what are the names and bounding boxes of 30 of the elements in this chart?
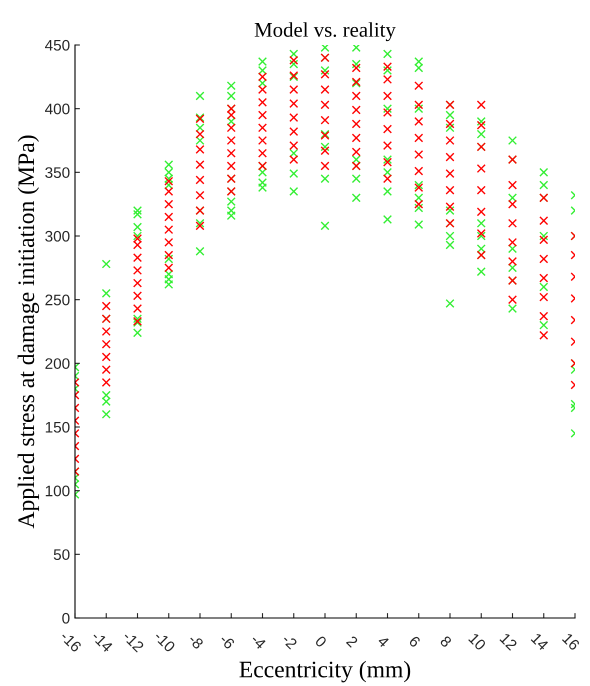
- x-tick-label: 8: [440, 635, 452, 648]
- x-tick-label: 0: [314, 635, 328, 648]
- x-tick-label: 12: [499, 632, 518, 651]
- y-tick-label: 200: [45, 358, 70, 370]
- x-tick-label: 4: [376, 635, 390, 648]
- y-tick-label: 300: [45, 230, 70, 242]
- y-tick-label: 350: [45, 167, 70, 178]
- x-tick-label: -10: [153, 630, 176, 653]
- x-tick-label: 14: [530, 632, 550, 651]
- y-tick-label: 450: [45, 40, 70, 51]
- y-tick-label: 0: [62, 612, 70, 624]
- x-tick-label: 10: [468, 632, 487, 651]
- y-tick-label: 100: [46, 486, 70, 496]
- x-axis-title: Eccentricity (mm): [239, 660, 410, 682]
- x-tick-label: -12: [122, 630, 144, 653]
- x-tick-label: 6: [408, 635, 421, 648]
- x-tick-label: -14: [91, 630, 114, 653]
- x-tick-label: -6: [218, 633, 236, 650]
- x-tick-label: 16: [562, 632, 580, 651]
- x-tick-label: -8: [188, 633, 204, 650]
- y-tick-label: 150: [46, 422, 70, 433]
- y-tick-label: 50: [54, 549, 70, 560]
- x-tick-label: -16: [60, 630, 82, 653]
- y-axis-title: Applied stress at damage initiation (MPa): [18, 135, 40, 528]
- y-tick-label: 250: [45, 294, 70, 306]
- y-tick-label: 400: [45, 104, 70, 114]
- x-tick-label: -2: [282, 633, 298, 650]
- x-tick-label: -4: [250, 634, 267, 650]
- chart-title: Model vs. reality: [254, 22, 396, 42]
- x-tick-label: 2: [346, 635, 358, 648]
